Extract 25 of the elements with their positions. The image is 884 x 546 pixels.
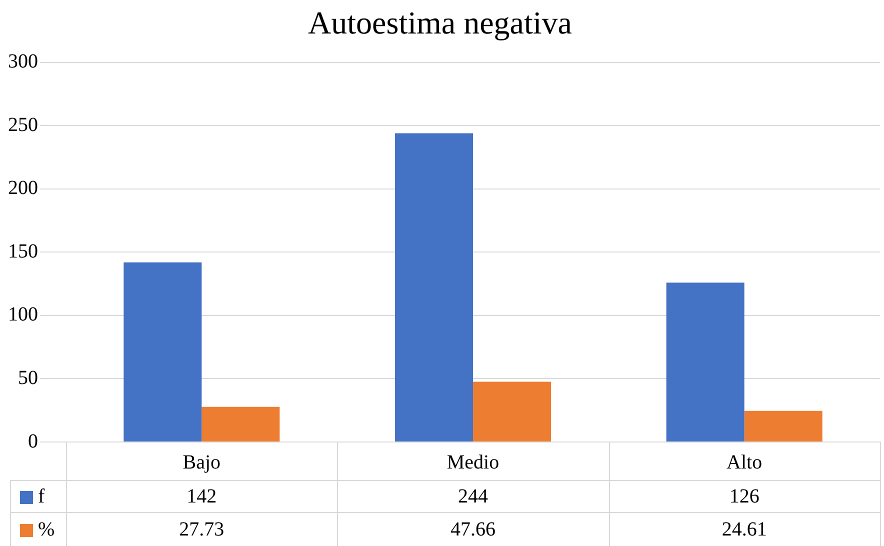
data-label: 244 [458,485,488,508]
y-tick-label: 150 [8,240,38,262]
x-tick-label: Medio [446,451,500,474]
data-label: 24.61 [722,518,767,540]
y-tick-label: 50 [18,366,38,389]
y-tick-label: 200 [8,177,38,200]
y-tick-label: 100 [8,304,38,326]
y-tick-label: 0 [28,430,38,452]
data-label: 126 [729,485,760,508]
legend-label: % [38,518,55,540]
y-tick-label: 250 [8,114,38,136]
bar [202,406,280,442]
bar [473,382,552,442]
chart-title: Autoestima negativa [308,4,572,41]
bar [666,282,744,442]
bar [744,410,822,442]
legend-label: f [38,485,45,508]
x-tick-label: Bajo [182,451,221,474]
bar [124,262,202,442]
data-label: 47.66 [450,518,496,540]
data-label: 27.73 [179,518,224,540]
y-tick-label: 300 [8,50,38,73]
bar [394,133,473,442]
x-tick-label: Alto [726,451,762,474]
data-label: 142 [186,485,217,508]
